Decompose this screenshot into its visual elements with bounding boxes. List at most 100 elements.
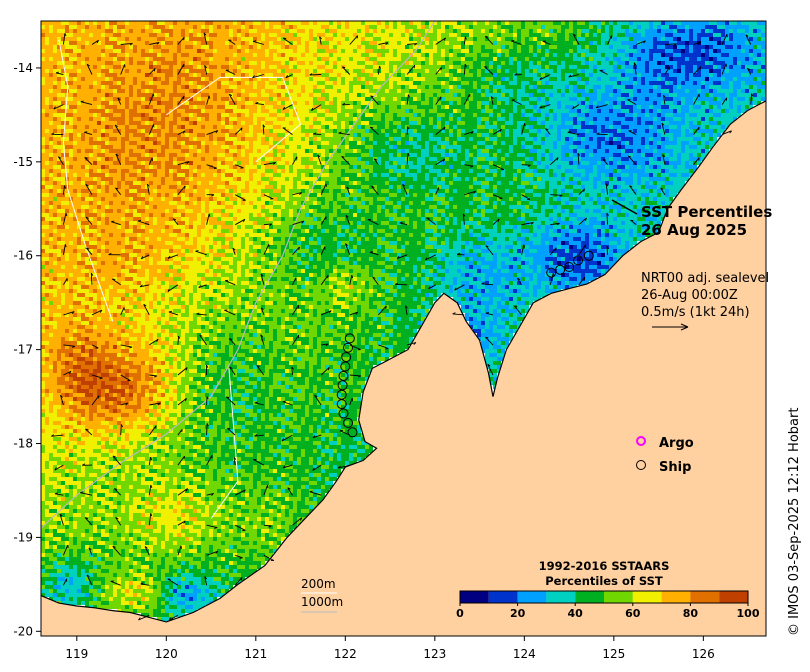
sst-cell: [689, 113, 693, 117]
sst-cell: [397, 49, 401, 53]
sst-cell: [253, 61, 257, 65]
sst-cell: [709, 29, 713, 33]
sst-cell: [117, 121, 121, 125]
sst-cell: [429, 73, 433, 77]
sst-cell: [437, 109, 441, 113]
sst-cell: [173, 21, 177, 25]
sst-cell: [665, 37, 669, 41]
sst-cell: [249, 61, 253, 65]
sst-cell: [725, 77, 729, 81]
sst-cell: [337, 125, 341, 129]
sst-cell: [173, 53, 177, 57]
sst-cell: [205, 73, 209, 77]
sst-cell: [469, 109, 473, 113]
sst-cell: [421, 117, 425, 121]
sst-cell: [81, 93, 85, 97]
sst-cell: [737, 37, 741, 41]
sst-cell: [101, 129, 105, 133]
sst-cell: [233, 57, 237, 61]
sst-cell: [373, 89, 377, 93]
sst-cell: [141, 113, 145, 117]
sst-cell: [433, 21, 437, 25]
sst-cell: [465, 113, 469, 117]
sst-cell: [417, 105, 421, 109]
sst-cell: [145, 41, 149, 45]
sst-cell: [185, 85, 189, 89]
sst-cell: [685, 33, 689, 37]
sst-cell: [441, 85, 445, 89]
sst-cell: [685, 41, 689, 45]
sst-cell: [429, 77, 433, 81]
sst-cell: [365, 25, 369, 29]
sst-cell: [161, 45, 165, 49]
sst-cell: [381, 21, 385, 25]
sst-cell: [165, 89, 169, 93]
sst-cell: [613, 109, 617, 113]
sst-cell: [589, 33, 593, 37]
sst-cell: [93, 25, 97, 29]
sst-cell: [153, 105, 157, 109]
sst-cell: [165, 21, 169, 25]
sst-cell: [369, 45, 373, 49]
sst-cell: [697, 97, 701, 101]
sst-cell: [449, 89, 453, 93]
sst-cell: [121, 85, 125, 89]
sst-cell: [649, 85, 653, 89]
sst-cell: [333, 57, 337, 61]
sst-cell: [417, 101, 421, 105]
sst-cell: [409, 81, 413, 85]
sst-cell: [753, 33, 757, 37]
sst-cell: [317, 33, 321, 37]
sst-cell: [669, 117, 673, 121]
sst-cell: [713, 81, 717, 85]
sst-cell: [237, 21, 241, 25]
sst-cell: [209, 33, 213, 37]
sst-cell: [105, 25, 109, 29]
sst-cell: [509, 125, 513, 129]
sst-cell: [129, 101, 133, 105]
sst-cell: [409, 25, 413, 29]
sst-cell: [565, 65, 569, 69]
sst-cell: [657, 21, 661, 25]
sst-cell: [369, 89, 373, 93]
sst-cell: [533, 49, 537, 53]
sst-cell: [365, 121, 369, 125]
sst-cell: [529, 77, 533, 81]
sst-cell: [161, 89, 165, 93]
sst-cell: [89, 105, 93, 109]
sst-cell: [505, 89, 509, 93]
sst-cell: [753, 41, 757, 45]
sst-cell: [229, 121, 233, 125]
sst-cell: [285, 77, 289, 81]
sst-cell: [273, 25, 277, 29]
sst-cell: [749, 21, 753, 25]
sst-cell: [553, 69, 557, 73]
sst-cell: [373, 45, 377, 49]
sst-cell: [593, 105, 597, 109]
sst-cell: [173, 33, 177, 37]
sst-cell: [537, 81, 541, 85]
sst-cell: [393, 21, 397, 25]
sst-cell: [517, 81, 521, 85]
sst-cell: [261, 93, 265, 97]
sst-cell: [561, 49, 565, 53]
sst-cell: [253, 105, 257, 109]
sst-cell: [449, 29, 453, 33]
sst-cell: [65, 85, 69, 89]
sst-cell: [289, 81, 293, 85]
sst-cell: [445, 113, 449, 117]
sst-cell: [233, 25, 237, 29]
sst-cell: [357, 21, 361, 25]
sst-cell: [665, 25, 669, 29]
sst-cell: [197, 109, 201, 113]
sst-cell: [485, 61, 489, 65]
sst-cell: [445, 125, 449, 129]
sst-cell: [273, 97, 277, 101]
sst-cell: [553, 57, 557, 61]
sst-cell: [329, 81, 333, 85]
sst-cell: [69, 73, 73, 77]
sst-cell: [741, 29, 745, 33]
sst-cell: [321, 57, 325, 61]
sst-cell: [53, 93, 57, 97]
sst-cell: [161, 57, 165, 61]
